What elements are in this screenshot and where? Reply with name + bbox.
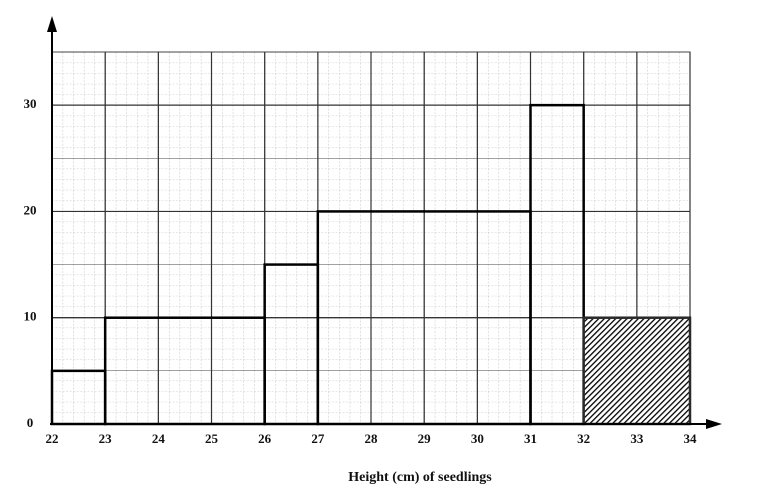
x-tick-label: 26: [258, 431, 272, 446]
x-axis-label: Height (cm) of seedlings: [348, 470, 492, 485]
x-tick-label: 25: [205, 431, 219, 446]
y-tick-label: 30: [24, 96, 37, 111]
y-tick-label: 0: [27, 415, 34, 430]
x-tick-label: 27: [311, 431, 325, 446]
bar: [582, 316, 692, 426]
x-tick-label: 24: [152, 431, 166, 446]
x-tick-label: 34: [684, 431, 698, 446]
x-tick-label: 31: [524, 431, 537, 446]
x-tick-label: 29: [418, 431, 432, 446]
y-tick-label: 10: [24, 309, 37, 324]
x-tick-label: 22: [46, 431, 59, 446]
x-tick-label: 33: [630, 431, 644, 446]
y-axis-arrow: [47, 16, 57, 32]
x-tick-label: 28: [365, 431, 379, 446]
x-axis-arrow: [706, 419, 722, 429]
x-tick-label: 30: [471, 431, 484, 446]
y-tick-label: 20: [24, 202, 37, 217]
x-tick-label: 23: [99, 431, 113, 446]
x-tick-label: 32: [577, 431, 590, 446]
